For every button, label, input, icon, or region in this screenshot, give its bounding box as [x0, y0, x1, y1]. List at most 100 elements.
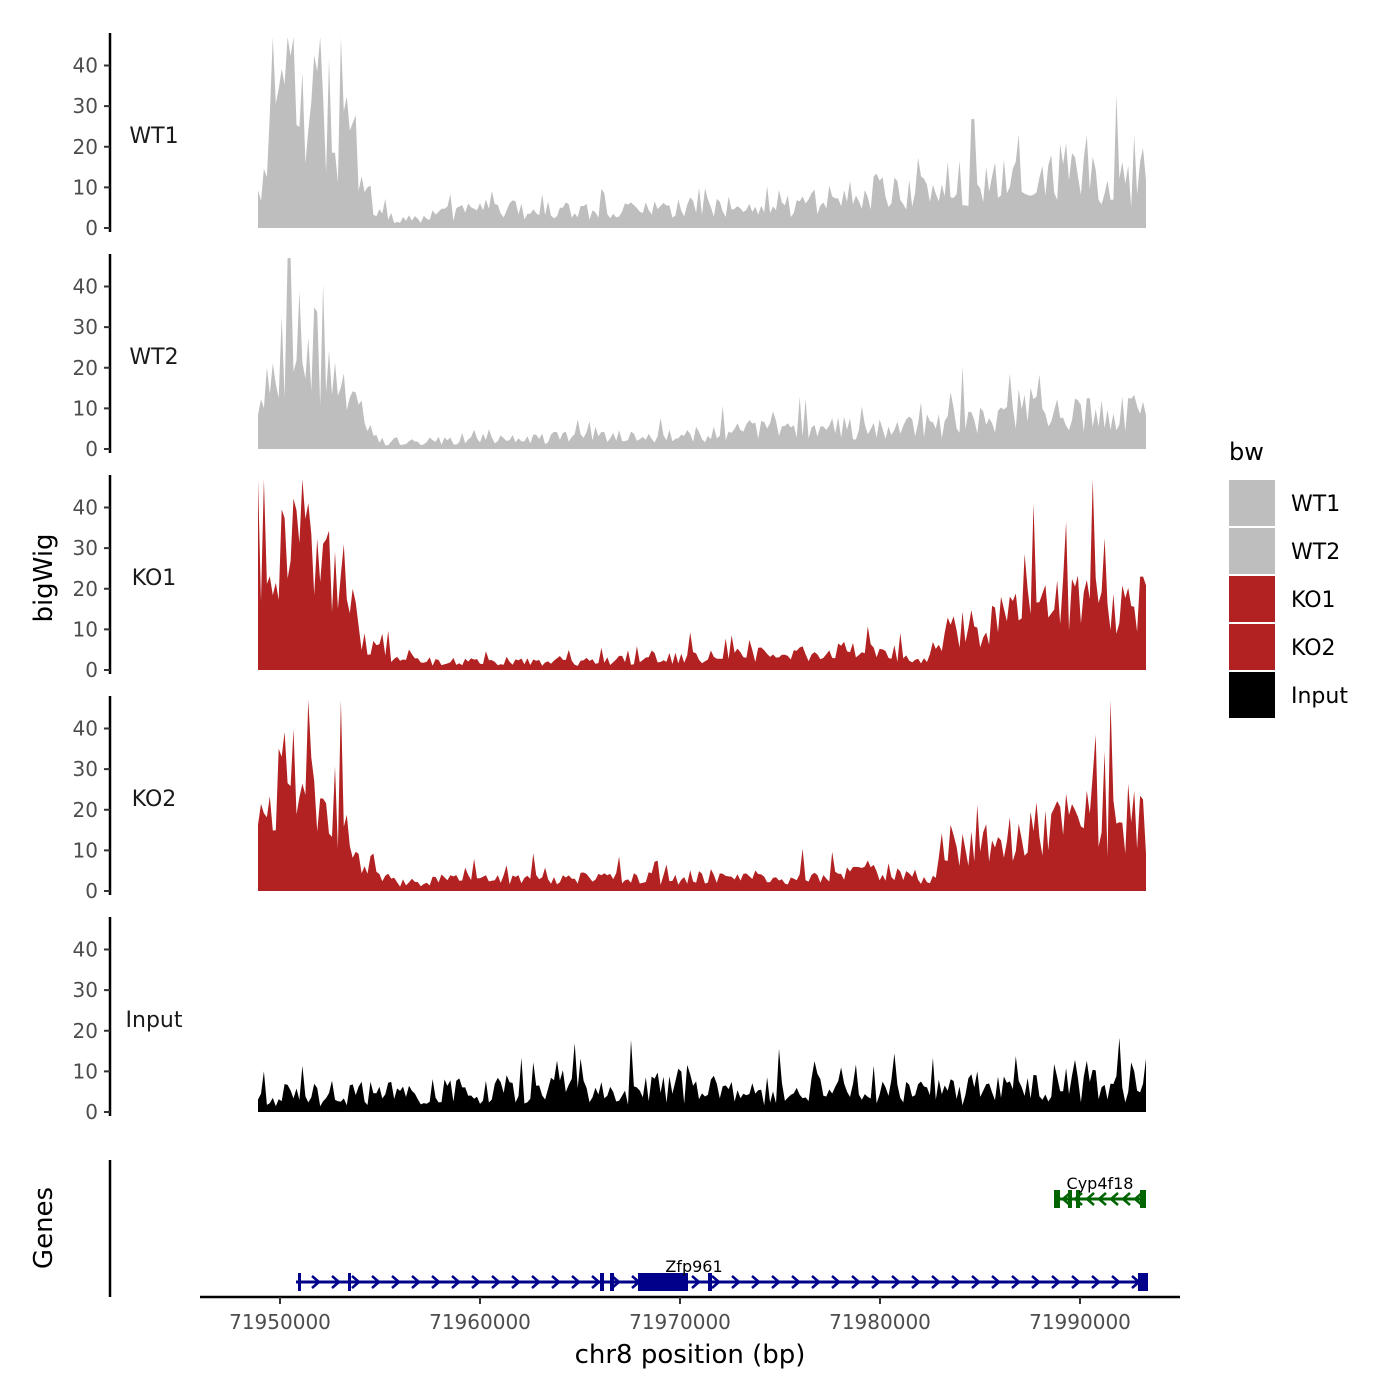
- legend: bw WT1 WT2 KO1 KO2 Input: [1229, 438, 1348, 718]
- strand-arrow: [711, 1275, 721, 1289]
- strand-arrow: [611, 1275, 621, 1289]
- strand-arrow: [471, 1275, 481, 1289]
- y-tick-label: 40: [73, 717, 98, 741]
- track-label: KO2: [132, 787, 177, 812]
- y-tick-label: 30: [73, 315, 98, 339]
- legend-label-ko2: KO2: [1291, 636, 1336, 661]
- strand-arrow: [791, 1275, 801, 1289]
- gene-exon: [1068, 1190, 1072, 1208]
- legend-swatch-input: [1229, 672, 1275, 718]
- gene-exon: [298, 1273, 301, 1291]
- strand-arrow: [411, 1275, 421, 1289]
- x-tick-label: 71960000: [429, 1310, 531, 1334]
- track-wt2: 0 10 20 30 40 WT2: [73, 254, 1146, 461]
- gene-exon: [1140, 1190, 1146, 1208]
- strand-arrow: [1031, 1275, 1041, 1289]
- y-tick-label: 20: [73, 798, 98, 822]
- gene-track-title: Genes: [29, 1187, 59, 1269]
- y-tick-label: 40: [73, 54, 98, 78]
- strand-arrow: [1085, 1192, 1095, 1206]
- strand-arrow: [491, 1275, 501, 1289]
- y-tick-label: 20: [73, 577, 98, 601]
- track-label: Input: [126, 1008, 183, 1033]
- legend-label-wt1: WT1: [1291, 492, 1340, 517]
- strand-arrow: [971, 1275, 981, 1289]
- strand-arrow: [1109, 1192, 1119, 1206]
- legend-label-wt2: WT2: [1291, 540, 1340, 565]
- strand-arrow: [731, 1275, 741, 1289]
- y-tick-label: 20: [73, 1019, 98, 1043]
- strand-arrow: [751, 1275, 761, 1289]
- track-wt1: 0 10 20 30 40 WT1: [73, 33, 1146, 240]
- strand-arrow: [1121, 1192, 1131, 1206]
- x-tick-label: 71970000: [629, 1310, 731, 1334]
- legend-swatch-wt2: [1229, 528, 1275, 574]
- y-tick-label: 40: [73, 938, 98, 962]
- strand-arrow: [551, 1275, 561, 1289]
- gene-exon: [348, 1273, 351, 1291]
- strand-arrow: [1011, 1275, 1021, 1289]
- coverage-area-ko1: [258, 479, 1146, 670]
- gene-label: Zfp961: [665, 1257, 722, 1276]
- gene-exon: [638, 1273, 688, 1291]
- y-tick-label: 0: [85, 658, 98, 682]
- strand-arrow: [691, 1275, 701, 1289]
- y-tick-label: 40: [73, 496, 98, 520]
- strand-arrow: [591, 1275, 601, 1289]
- strand-arrow: [451, 1275, 461, 1289]
- strand-arrow: [311, 1275, 321, 1289]
- strand-arrow: [531, 1275, 541, 1289]
- strand-arrow: [1071, 1275, 1081, 1289]
- strand-arrow: [991, 1275, 1001, 1289]
- track-ko1: 0 10 20 30 40 KO1: [73, 475, 1146, 682]
- y-tick-label: 30: [73, 536, 98, 560]
- strand-arrow: [1097, 1192, 1107, 1206]
- strand-arrow: [1051, 1275, 1061, 1289]
- strand-arrow: [811, 1275, 821, 1289]
- gene-exon: [610, 1273, 614, 1291]
- gene-exon: [1076, 1190, 1080, 1208]
- track-label: KO1: [132, 566, 177, 591]
- legend-label-input: Input: [1291, 684, 1348, 709]
- strand-arrow: [1133, 1192, 1143, 1206]
- gene-zfp961: Zfp961: [296, 1257, 1148, 1291]
- y-tick-label: 30: [73, 757, 98, 781]
- strand-arrow: [891, 1275, 901, 1289]
- strand-arrow: [1111, 1275, 1121, 1289]
- coverage-area-wt2: [258, 258, 1146, 449]
- strand-arrow: [571, 1275, 581, 1289]
- y-tick-label: 20: [73, 135, 98, 159]
- y-tick-label: 10: [73, 396, 98, 420]
- strand-arrow: [351, 1275, 361, 1289]
- bigwig-tracks: 0 10 20 30 40 WT1 0 10 20 30 40 WT2 0 10 20 30 40 KO1 0 10 2…: [73, 33, 1146, 1124]
- strand-arrow: [331, 1275, 341, 1289]
- strand-arrow: [1091, 1275, 1101, 1289]
- x-axis-title: chr8 position (bp): [575, 1340, 806, 1370]
- strand-arrow: [911, 1275, 921, 1289]
- y-tick-label: 30: [73, 94, 98, 118]
- track-ko2: 0 10 20 30 40 KO2: [73, 696, 1146, 903]
- strand-arrow: [1061, 1192, 1071, 1206]
- y-tick-label: 0: [85, 879, 98, 903]
- legend-swatch-wt1: [1229, 480, 1275, 526]
- strand-arrow: [831, 1275, 841, 1289]
- strand-arrow: [771, 1275, 781, 1289]
- x-axis: 71950000 71960000 71970000 71980000 71990000: [200, 1295, 1180, 1334]
- x-tick-label: 71950000: [229, 1310, 331, 1334]
- y-tick-label: 20: [73, 356, 98, 380]
- gene-exon: [1138, 1273, 1148, 1291]
- y-tick-label: 30: [73, 978, 98, 1002]
- strand-arrow: [871, 1275, 881, 1289]
- gene-exon: [1054, 1190, 1060, 1208]
- y-axis-title: bigWig: [29, 533, 59, 622]
- coverage-area-wt1: [258, 37, 1146, 228]
- track-label: WT1: [129, 124, 178, 149]
- legend-swatch-ko2: [1229, 624, 1275, 670]
- strand-arrow: [931, 1275, 941, 1289]
- gene-exon: [600, 1273, 604, 1291]
- coverage-area-ko2: [258, 700, 1146, 891]
- strand-arrow: [951, 1275, 961, 1289]
- y-tick-label: 0: [85, 1100, 98, 1124]
- legend-label-ko1: KO1: [1291, 588, 1336, 613]
